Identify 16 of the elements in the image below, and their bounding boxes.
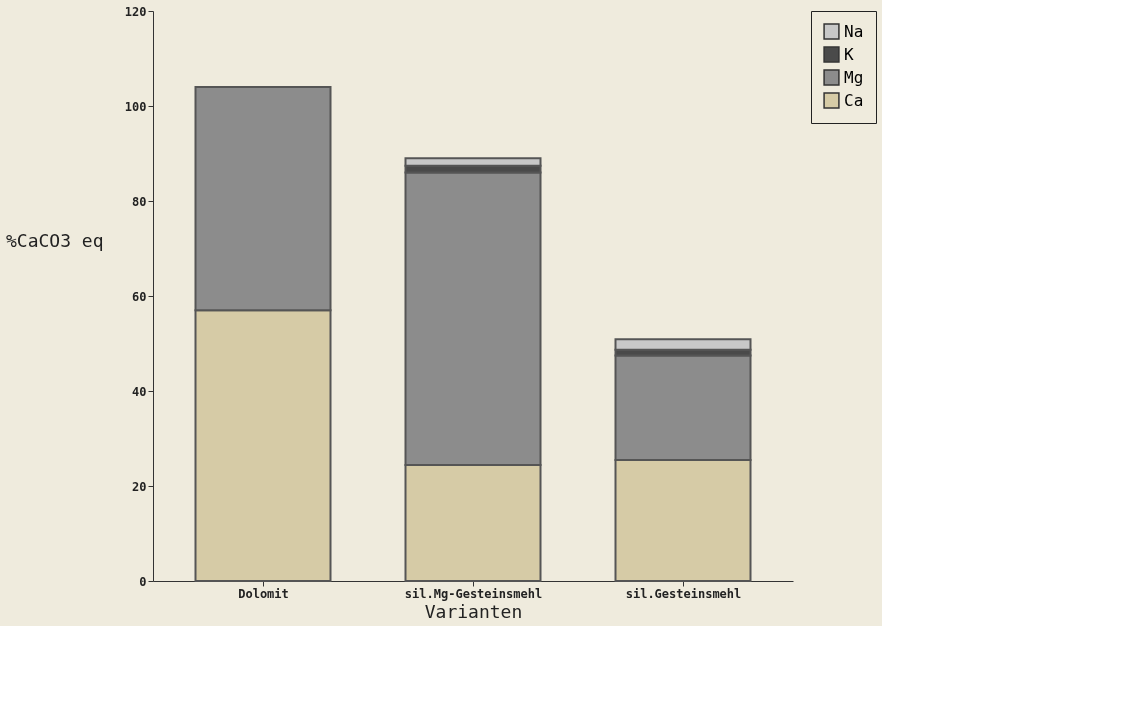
y-tick-label: 20	[132, 479, 147, 494]
legend-label: Ca	[844, 90, 864, 110]
y-tick-label: 0	[139, 574, 147, 589]
x-tick-label: sil.Gesteinsmehl	[625, 586, 742, 601]
y-axis-title: %CaCO3 eq	[5, 229, 104, 251]
x-axis-title: Varianten	[424, 600, 523, 622]
x-tick-label: Dolomit	[238, 586, 289, 601]
y-tick-label: 60	[132, 289, 147, 304]
x-tick-label: sil.Mg-Gesteinsmehl	[404, 586, 543, 601]
y-tick-label: 100	[124, 99, 147, 114]
y-tick-label: 120	[124, 4, 147, 19]
legend-label: Na	[844, 21, 864, 41]
y-tick-label: 80	[132, 194, 147, 209]
legend-label: Mg	[844, 67, 864, 87]
legend-label: K	[844, 44, 854, 64]
y-tick-label: 40	[132, 384, 147, 399]
